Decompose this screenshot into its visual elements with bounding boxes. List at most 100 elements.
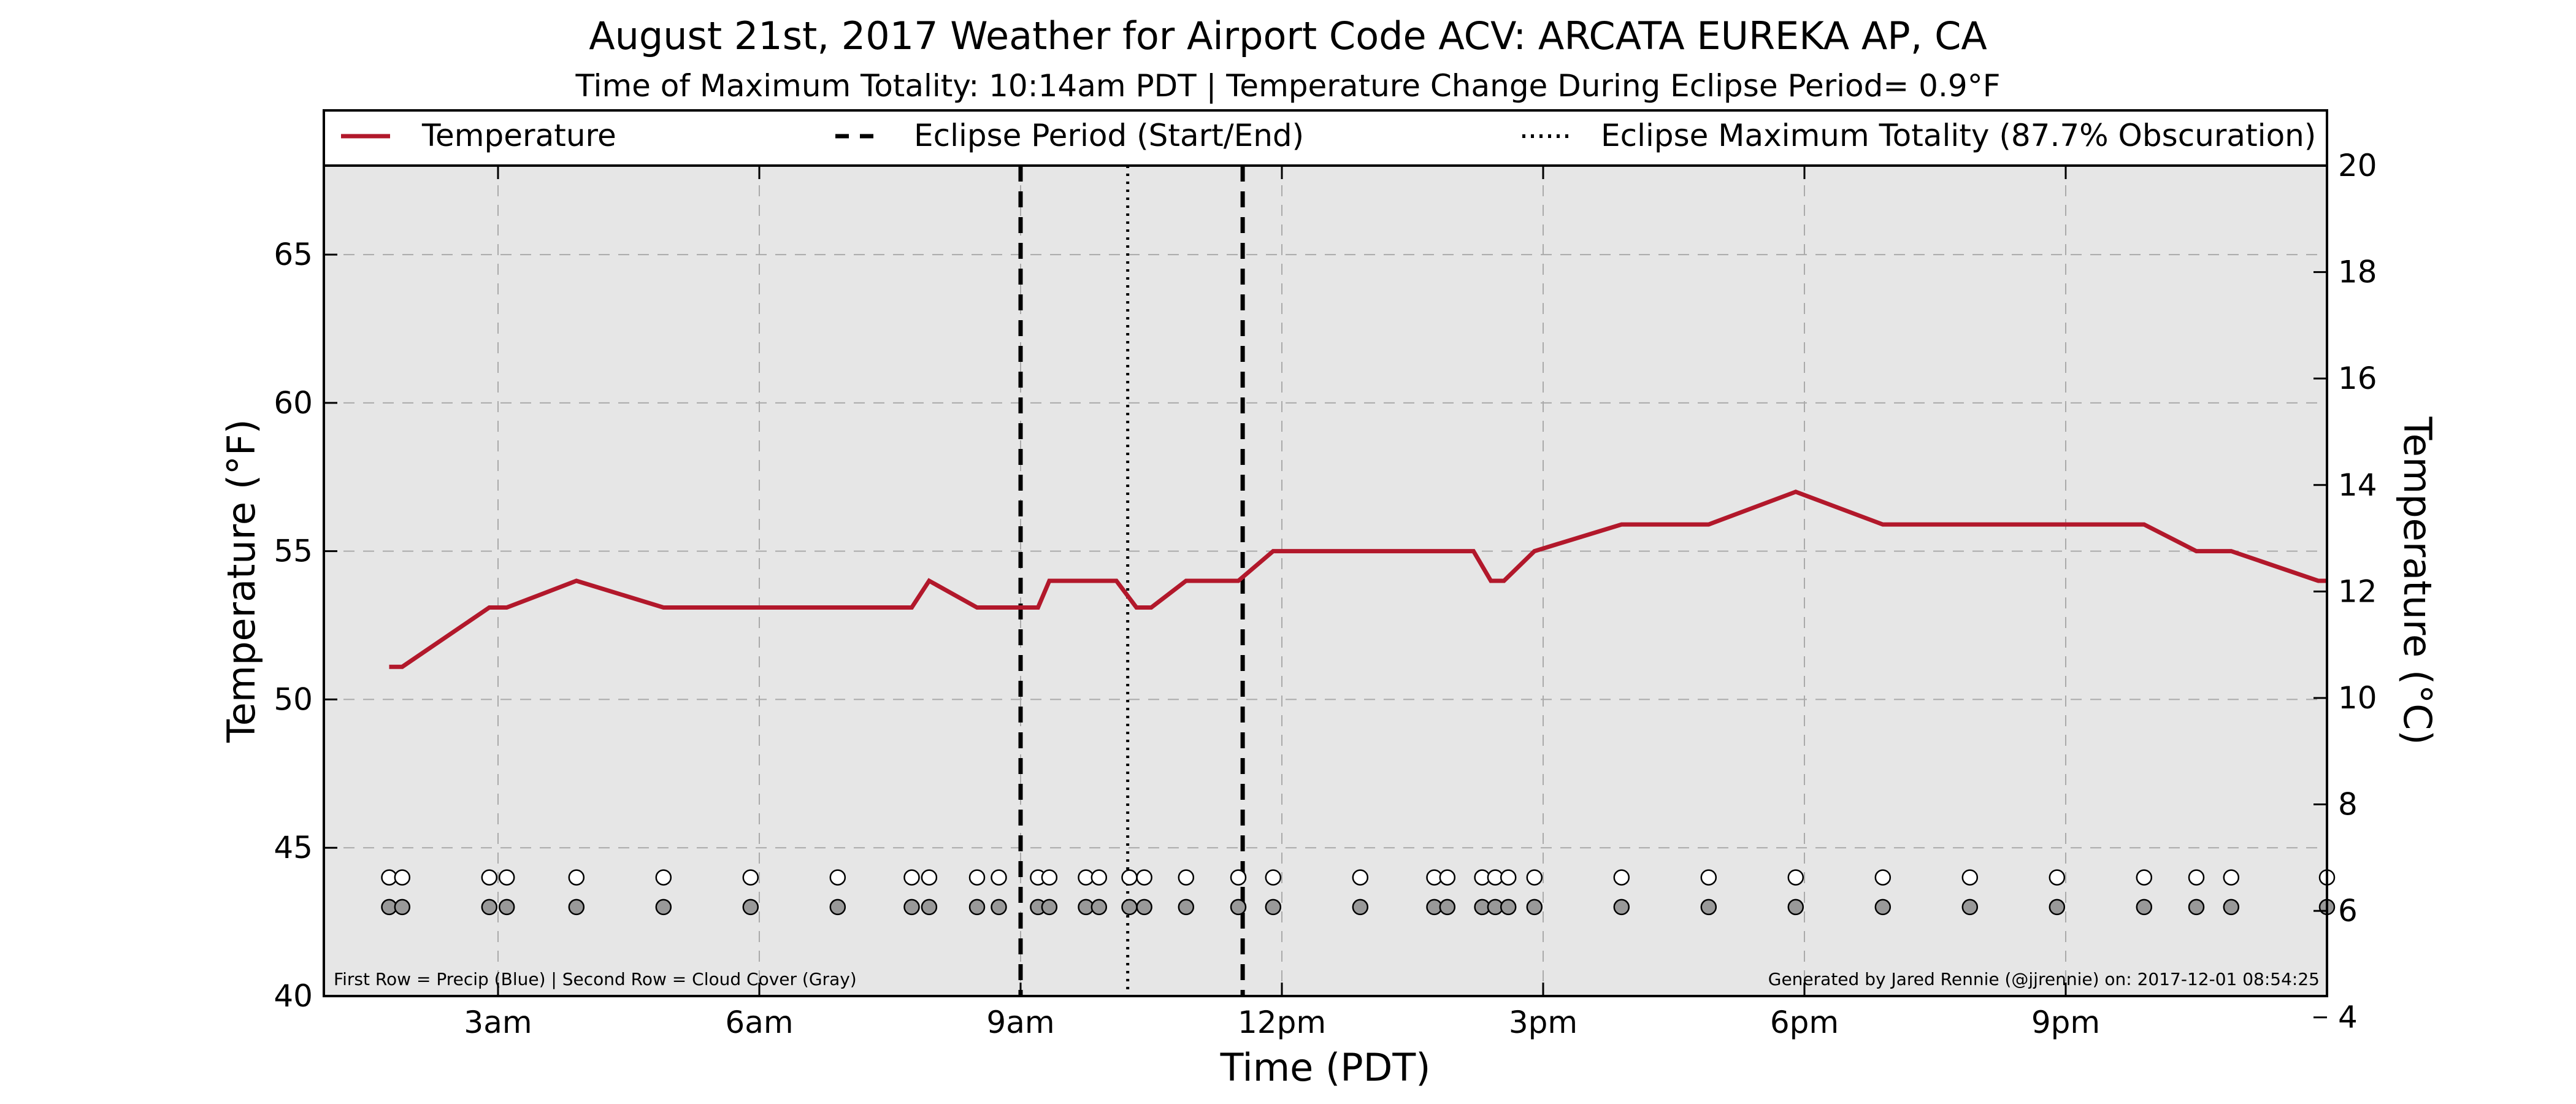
- cloud-cover-marker: [1091, 899, 1108, 916]
- cloud-cover-marker: [1439, 899, 1456, 916]
- precip-marker: [1352, 869, 1369, 886]
- precip-marker: [655, 869, 672, 886]
- y-right-tick-label: 16: [2338, 361, 2377, 396]
- chart-subtitle: Time of Maximum Totality: 10:14am PDT | …: [575, 68, 2001, 104]
- cloud-cover-marker: [655, 899, 672, 916]
- x-axis-label: Time (PDT): [1220, 1045, 1431, 1090]
- cloud-cover-marker: [1121, 899, 1138, 916]
- precip-marker: [394, 869, 411, 886]
- legend-label-eclipse-period: Eclipse Period (Start/End): [914, 118, 1304, 153]
- precip-marker: [1041, 869, 1058, 886]
- cloud-cover-marker: [1700, 899, 1717, 916]
- precip-marker: [1121, 869, 1138, 886]
- cloud-cover-marker: [829, 899, 846, 916]
- y-axis-label-right: Temperature (°C): [2395, 416, 2440, 745]
- cloud-cover-marker: [1526, 899, 1543, 916]
- precip-marker: [1526, 869, 1543, 886]
- temperature-line: [389, 489, 2327, 669]
- annotation-rows-note: First Row = Precip (Blue) | Second Row =…: [334, 969, 857, 989]
- precip-marker: [1136, 869, 1152, 886]
- precip-marker: [1961, 869, 1979, 886]
- precip-marker: [2136, 869, 2153, 886]
- x-tick-label: 12pm: [1238, 1005, 1326, 1040]
- x-tick-label: 3pm: [1509, 1005, 1577, 1040]
- cloud-cover-marker: [568, 899, 585, 916]
- cloud-cover-marker: [742, 899, 759, 916]
- precip-marker: [2223, 869, 2240, 886]
- precip-marker: [1178, 869, 1195, 886]
- cloud-cover-marker: [1352, 899, 1369, 916]
- cloud-cover-marker: [1787, 899, 1804, 916]
- cloud-cover-marker: [2188, 899, 2205, 916]
- cloud-cover-marker: [481, 899, 498, 916]
- cloud-cover-marker: [2049, 899, 2066, 916]
- precip-marker: [742, 869, 759, 886]
- legend-box: [323, 109, 2328, 167]
- axis-ticks: 3am 6am 9am 12pm 3pm 6pm 9pm 40 45 50 55 60 65 4 6 8 10 1…: [274, 148, 2377, 1040]
- y-tick-label: 60: [274, 385, 313, 421]
- y-right-tick-label: 14: [2338, 467, 2377, 503]
- gridlines: [324, 166, 2327, 996]
- cloud-cover-marker: [394, 899, 411, 916]
- cloud-cover-marker: [2136, 899, 2153, 916]
- precip-marker: [481, 869, 498, 886]
- precip-marker: [1700, 869, 1717, 886]
- x-tick-label: 6pm: [1770, 1005, 1839, 1040]
- precip-marker: [1439, 869, 1456, 886]
- x-tick-label: 3am: [464, 1005, 532, 1040]
- x-tick-label: 6am: [725, 1005, 793, 1040]
- y-tick-label: 50: [274, 681, 313, 717]
- y-tick-label: 55: [274, 534, 313, 569]
- precip-marker: [991, 869, 1007, 886]
- x-tick-label: 9pm: [2031, 1005, 2100, 1040]
- precip-marker: [2188, 869, 2205, 886]
- y-tick-label: 65: [274, 237, 313, 272]
- cloud-cover-marker: [903, 899, 920, 916]
- y-right-tick-label: 20: [2338, 148, 2377, 183]
- cloud-cover-marker: [1265, 899, 1282, 916]
- precip-marker: [903, 869, 920, 886]
- precip-marker: [1091, 869, 1108, 886]
- precip-marker: [568, 869, 585, 886]
- chart-title: August 21st, 2017 Weather for Airport Co…: [589, 13, 1987, 58]
- precip-marker: [1787, 869, 1804, 886]
- cloud-cover-marker: [1041, 899, 1058, 916]
- y-axis-label-left: Temperature (°F): [219, 419, 264, 743]
- plot-area: [324, 166, 2327, 996]
- precip-marker: [498, 869, 515, 886]
- cloud-cover-marker: [1136, 899, 1152, 916]
- precip-marker: [2049, 869, 2066, 886]
- precip-marker: [921, 869, 938, 886]
- annotation-generated-by: Generated by Jared Rennie (@jjrennie) on…: [1768, 969, 2320, 989]
- legend-label-eclipse-max: Eclipse Maximum Totality (87.7% Obscurat…: [1601, 118, 2316, 153]
- precip-marker: [968, 869, 986, 886]
- cloud-cover-marker: [921, 899, 938, 916]
- cloud-cover-marker: [2223, 899, 2240, 916]
- precip-marker: [1874, 869, 1892, 886]
- cloud-cover-marker: [1500, 899, 1517, 916]
- legend: Temperature Eclipse Period (Start/End) E…: [323, 109, 2328, 167]
- cloud-cover-marker: [1230, 899, 1247, 916]
- precip-marker: [829, 869, 846, 886]
- cloud-cover-marker: [968, 899, 986, 916]
- y-right-tick-label: 6: [2338, 893, 2358, 929]
- y-right-tick-label: 8: [2338, 787, 2358, 822]
- legend-label-temperature: Temperature: [421, 118, 616, 153]
- y-tick-label: 45: [274, 830, 313, 865]
- cloud-cover-marker: [991, 899, 1007, 916]
- precip-marker: [1230, 869, 1247, 886]
- cloud-cover-marker: [1613, 899, 1630, 916]
- cloud-cover-marker: [1961, 899, 1979, 916]
- precip-marker: [1500, 869, 1517, 886]
- y-right-tick-label: 12: [2338, 573, 2377, 609]
- cloud-cover-marker: [1178, 899, 1195, 916]
- y-right-tick-label: 10: [2338, 680, 2377, 716]
- y-right-tick-label: 4: [2338, 1000, 2358, 1035]
- precip-marker: [1265, 869, 1282, 886]
- cloud-cover-marker: [498, 899, 515, 916]
- x-tick-label: 9am: [986, 1005, 1054, 1040]
- y-tick-label: 40: [274, 978, 313, 1014]
- cloud-cover-marker: [1874, 899, 1892, 916]
- y-right-tick-label: 18: [2338, 255, 2377, 290]
